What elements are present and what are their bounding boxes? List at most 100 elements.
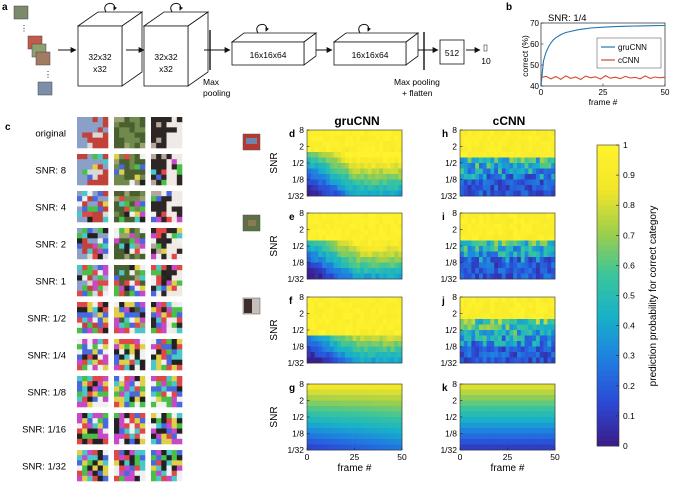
heatmap-cell: [501, 439, 506, 445]
heatmap-cell: [532, 146, 537, 153]
heatmap-cell: [479, 330, 484, 336]
heatmap-cell: [475, 224, 480, 230]
heatmap-cell: [539, 174, 544, 180]
heatmap-cell: [322, 417, 327, 423]
heatmap-cell: [348, 357, 353, 364]
heatmap-cell: [314, 240, 319, 247]
heatmap-cell: [318, 324, 323, 331]
heatmap-cell: [524, 422, 529, 429]
heatmap-cell: [471, 417, 476, 423]
heatmap-cell: [463, 389, 468, 396]
heatmap-cell: [532, 357, 537, 364]
heatmap-cell: [528, 163, 533, 169]
heatmap-cell: [494, 185, 499, 191]
heatmap-cell: [394, 346, 399, 353]
heatmap-cell: [475, 335, 480, 342]
heatmap-cell: [460, 341, 465, 347]
y-tick-label: 1/2: [445, 158, 457, 168]
heatmap-cell: [383, 319, 388, 325]
heatmap-cell: [329, 330, 334, 336]
heatmap-cell: [333, 141, 338, 147]
heatmap-cell: [318, 308, 323, 314]
heatmap-cell: [528, 185, 533, 191]
heatmap-cell: [352, 308, 357, 314]
heatmap-cell: [460, 224, 465, 230]
heatmap-cell: [509, 141, 514, 147]
heatmap-cell: [337, 357, 342, 364]
colorbar-strip: [597, 440, 619, 447]
heatmap-cell: [505, 224, 510, 230]
heatmap-cell: [398, 302, 403, 309]
heatmap-cell: [532, 179, 537, 186]
heatmap-cell: [352, 313, 357, 320]
heatmap-cell: [329, 319, 334, 325]
heatmap-cell: [475, 302, 480, 309]
heatmap-cell: [494, 146, 499, 153]
heatmap-cell: [390, 246, 395, 252]
heatmap-cell: [536, 246, 541, 252]
heatmap-cell: [356, 179, 361, 186]
heatmap-cell: [539, 179, 544, 186]
heatmap-cell: [532, 168, 537, 175]
heatmap-cell: [498, 417, 503, 423]
heatmap-cell: [307, 224, 312, 230]
y-axis-label: SNR: [269, 406, 280, 427]
heatmap-cell: [528, 433, 533, 440]
heatmap-cell: [356, 185, 361, 191]
noisy-image-thumbnail: [77, 450, 109, 482]
heatmap-cell: [318, 224, 323, 230]
heatmap-cell: [475, 185, 480, 191]
heatmap-cell: [352, 395, 357, 401]
heatmap-cell: [341, 406, 346, 412]
heatmap-cell: [310, 297, 315, 303]
heatmap-cell: [398, 444, 403, 451]
heatmap-cell: [345, 417, 350, 423]
noisy-image-thumbnail: [77, 413, 109, 445]
heatmap-cell: [394, 384, 399, 390]
heatmap-cell: [337, 190, 342, 197]
heatmap-cell: [517, 251, 522, 258]
heatmap-cell: [379, 444, 384, 451]
snr-row-label: SNR: 1/2: [27, 314, 66, 325]
heatmap-cell: [333, 308, 338, 314]
heatmap-cell: [463, 218, 468, 225]
heatmap-cell: [551, 224, 556, 230]
heatmap-cell: [360, 218, 365, 225]
heatmap-cell: [375, 308, 380, 314]
heatmap-cell: [460, 406, 465, 412]
heatmap-cell: [318, 439, 323, 445]
heatmap-cell: [479, 297, 484, 303]
heatmap-cell: [394, 341, 399, 347]
heatmap-cell: [307, 157, 312, 164]
heatmap-cell: [364, 389, 369, 396]
heatmap-cell: [352, 330, 357, 336]
heatmap-cell: [375, 273, 380, 280]
heatmap-cell: [333, 268, 338, 274]
heatmap-cell: [352, 146, 357, 153]
heatmap-cell: [341, 130, 346, 136]
colorbar-strip: [597, 340, 619, 347]
heatmap-cell: [333, 357, 338, 364]
heatmap-cell: [532, 251, 537, 258]
heatmap-cell: [490, 444, 495, 451]
y-tick-label: 2: [299, 396, 304, 406]
heatmap-cell: [360, 185, 365, 191]
heatmap-cell: [505, 352, 510, 358]
conv-gru-block-3: 16x16x64: [230, 24, 318, 66]
heatmap-cell: [394, 218, 399, 225]
heatmap-cell: [337, 439, 342, 445]
heatmap-cell: [528, 319, 533, 325]
heatmap-cell: [394, 335, 399, 342]
heatmap-cell: [322, 130, 327, 136]
heatmap-cell: [398, 257, 403, 263]
heatmap-cell: [547, 229, 552, 236]
heatmap-cell: [543, 352, 548, 358]
heatmap-cell: [348, 395, 353, 401]
heatmap-cell: [501, 444, 506, 451]
heatmap-cell: [501, 152, 506, 158]
heatmap-cell: [356, 428, 361, 434]
heatmap-cell: [486, 235, 491, 241]
heatmap-cell: [326, 168, 331, 175]
heatmap-cell: [386, 324, 391, 331]
heatmap-cell: [345, 422, 350, 429]
